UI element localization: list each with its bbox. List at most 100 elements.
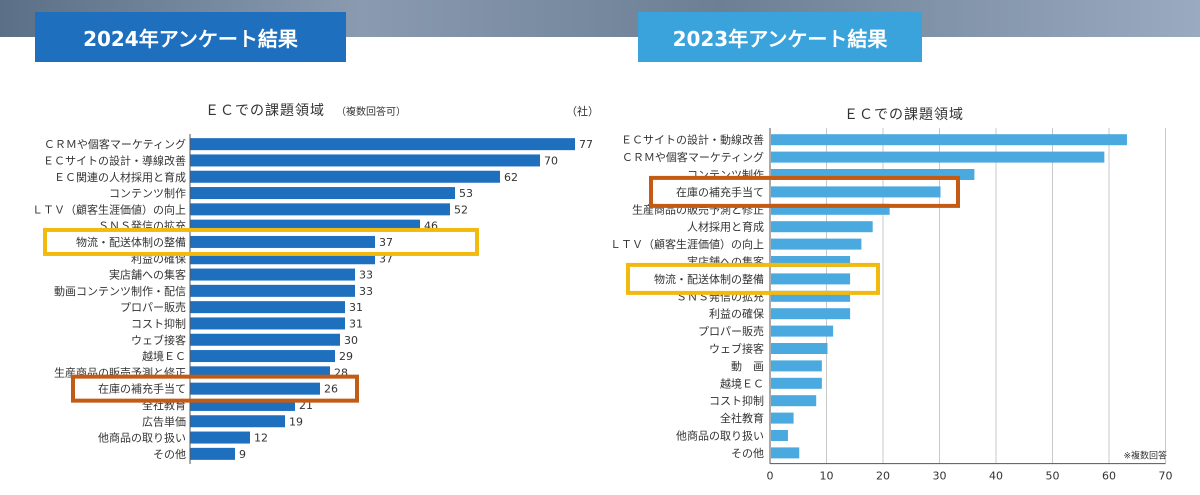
value-label: 62 — [504, 171, 518, 184]
category-label: ウェブ接客 — [709, 342, 764, 356]
category-label: 在庫の補充手当て — [676, 185, 764, 199]
value-label: 9 — [239, 448, 246, 461]
bar — [771, 430, 788, 441]
banner-2024: 2024年アンケート結果 — [35, 12, 346, 62]
bar — [771, 447, 800, 459]
bar — [190, 187, 455, 200]
value-label: 26 — [324, 383, 338, 396]
banner-2023: 2023年アンケート結果 — [638, 12, 922, 62]
bar — [190, 301, 345, 314]
category-label: コスト抑制 — [709, 394, 764, 408]
bar — [190, 317, 345, 330]
chart-2023-panel: ＥＣでの課題領域 0 10 20 30 40 50 60 70 ＥＣサイトの設計・動線改善 ＣＲＭや… — [600, 98, 1200, 495]
bar — [771, 238, 862, 250]
category-label: 物流・配送体制の整備 — [654, 272, 764, 286]
bar — [190, 138, 575, 151]
value-label: 31 — [349, 301, 363, 314]
bar — [771, 308, 851, 320]
bar — [771, 186, 941, 198]
x-tick-label: 50 — [1046, 470, 1060, 483]
category-label: その他 — [153, 448, 186, 461]
bar — [190, 170, 500, 183]
category-label: その他 — [731, 447, 764, 460]
value-label: 37 — [379, 236, 393, 249]
bar — [190, 203, 450, 216]
chart-title: ＥＣでの課題領域 — [205, 102, 325, 119]
category-label: 物流・配送体制の整備 — [76, 235, 186, 249]
bar — [771, 273, 851, 285]
x-tick-label: 10 — [820, 470, 834, 483]
bar — [190, 447, 235, 460]
category-label: 広告単価 — [142, 414, 186, 428]
bar — [190, 235, 375, 248]
category-label: 全社教育 — [720, 411, 764, 425]
x-tick-label: 0 — [767, 470, 774, 483]
category-label: 人材採用と育成 — [687, 220, 764, 234]
category-label: ウェブ接客 — [131, 333, 186, 347]
x-tick-label: 30 — [933, 470, 947, 483]
chart-subtitle: （複数回答可） — [336, 105, 406, 118]
bar — [190, 333, 340, 346]
category-label: ＣＲＭや個客マーケティング — [44, 137, 186, 151]
category-label: ＥＣサイトの設計・動線改善 — [621, 133, 764, 147]
chart-2023: ＥＣでの課題領域 0 10 20 30 40 50 60 70 ＥＣサイトの設計・動線改善 ＣＲＭや… — [610, 106, 1173, 483]
bar — [190, 284, 355, 297]
category-label: ＥＣ関連の人材採用と育成 — [54, 170, 186, 184]
bar — [190, 431, 250, 444]
category-label: ＬＴＶ（顧客生涯価値）の向上 — [32, 202, 186, 216]
category-label: ＬＴＶ（顧客生涯価値）の向上 — [610, 237, 764, 251]
category-label: 動画コンテンツ制作・配信 — [54, 284, 186, 298]
bar — [771, 290, 851, 302]
bar — [771, 412, 794, 424]
chart-2024-panel: ＥＣでの課題領域 （複数回答可） （社） ＣＲＭや個客マーケティング 77 ＥＣサイトの設… — [0, 98, 600, 495]
category-label: プロパー販売 — [698, 325, 764, 338]
chart-title: ＥＣでの課題領域 — [844, 106, 964, 123]
category-label: 実店舗への集客 — [109, 268, 186, 282]
category-label: コスト抑制 — [131, 316, 186, 330]
value-label: 33 — [359, 285, 373, 298]
chart-2024: ＥＣでの課題領域 （複数回答可） （社） ＣＲＭや個客マーケティング 77 ＥＣサイトの設… — [32, 102, 599, 464]
bar — [771, 343, 828, 354]
bar — [771, 151, 1105, 163]
value-label: 30 — [344, 334, 358, 347]
value-label: 70 — [544, 154, 558, 167]
x-tick-label: 20 — [876, 470, 890, 483]
chart-unit: （社） — [566, 104, 599, 118]
category-label: 利益の確保 — [709, 307, 764, 321]
bar — [771, 360, 822, 372]
value-label: 53 — [459, 187, 473, 200]
bar — [771, 256, 851, 267]
bar — [771, 325, 834, 337]
category-label: 動 画 — [731, 359, 764, 373]
category-label: 越境ＥＣ — [142, 349, 186, 363]
value-label: 77 — [579, 138, 593, 151]
bar — [771, 203, 890, 215]
value-label: 19 — [289, 415, 303, 428]
category-label: 他商品の取り扱い — [98, 431, 186, 445]
highlight-box — [626, 262, 880, 295]
x-tick-label: 40 — [989, 470, 1003, 483]
x-tick-label: 60 — [1102, 470, 1116, 483]
category-label: 在庫の補充手当て — [98, 382, 186, 396]
highlight-box — [43, 227, 479, 256]
value-label: 33 — [359, 269, 373, 282]
bar — [190, 350, 335, 363]
bar — [771, 377, 822, 389]
bar — [190, 268, 355, 281]
category-label: 他商品の取り扱い — [676, 429, 764, 443]
bar — [771, 134, 1127, 146]
bar — [190, 154, 540, 167]
bar — [190, 382, 320, 395]
bar — [771, 395, 817, 407]
category-label: コンテンツ制作 — [109, 187, 186, 200]
x-tick-label: 70 — [1159, 470, 1173, 483]
category-label: プロパー販売 — [120, 301, 186, 314]
highlight-box — [71, 374, 359, 403]
value-label: 31 — [349, 317, 363, 330]
category-label: 越境ＥＣ — [720, 376, 764, 390]
value-label: 29 — [339, 350, 353, 363]
value-label: 12 — [254, 432, 268, 445]
value-label: 52 — [454, 203, 468, 216]
chart-note: ※複数回答 — [1123, 450, 1167, 462]
category-label: ＥＣサイトの設計・導線改善 — [43, 153, 186, 167]
